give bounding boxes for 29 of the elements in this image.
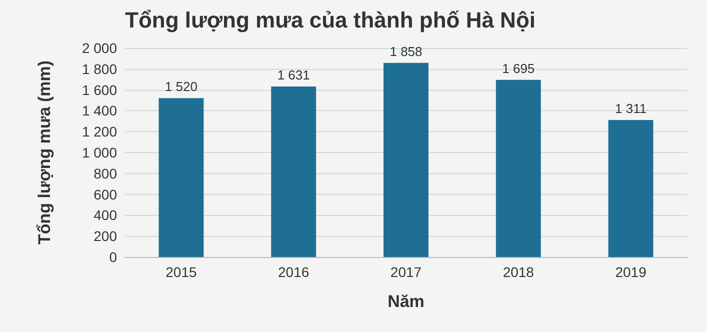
y-tick-label: 1 200 bbox=[82, 124, 118, 140]
x-tick-label: 2016 bbox=[278, 264, 310, 280]
y-tick-label: 0 bbox=[109, 249, 118, 265]
y-tick-label: 1 000 bbox=[82, 144, 118, 160]
y-tick-label: 200 bbox=[94, 228, 118, 244]
data-label: 1 858 bbox=[390, 44, 422, 59]
bar bbox=[158, 98, 204, 257]
y-tick-label: 1 800 bbox=[82, 60, 118, 77]
x-tick-label: 2018 bbox=[502, 264, 534, 280]
y-tick-label: 400 bbox=[94, 207, 118, 224]
bar bbox=[271, 86, 316, 257]
x-tick-label: 2015 bbox=[166, 264, 197, 280]
bar bbox=[384, 62, 428, 257]
y-tick-label: 1 600 bbox=[82, 82, 118, 98]
chart-title: Tổng lượng mưa của thành phố Hà Nội bbox=[125, 8, 536, 32]
data-label: 1 631 bbox=[277, 68, 310, 83]
x-tick-label: 2017 bbox=[390, 264, 422, 280]
y-tick-label: 1 400 bbox=[82, 102, 118, 119]
data-label: 1 311 bbox=[615, 101, 647, 116]
y-tick-label: 2 000 bbox=[82, 40, 118, 56]
x-axis-title: Năm bbox=[388, 292, 424, 311]
x-tick-label: 2019 bbox=[615, 264, 647, 280]
y-tick-label: 600 bbox=[94, 186, 118, 202]
data-label: 1 695 bbox=[502, 60, 535, 76]
data-label: 1 520 bbox=[164, 79, 198, 94]
bar bbox=[608, 120, 654, 257]
y-tick-label: 800 bbox=[94, 165, 118, 182]
bar bbox=[496, 80, 541, 257]
y-axis-title: Tổng lượng mưa (mm) bbox=[35, 60, 54, 245]
